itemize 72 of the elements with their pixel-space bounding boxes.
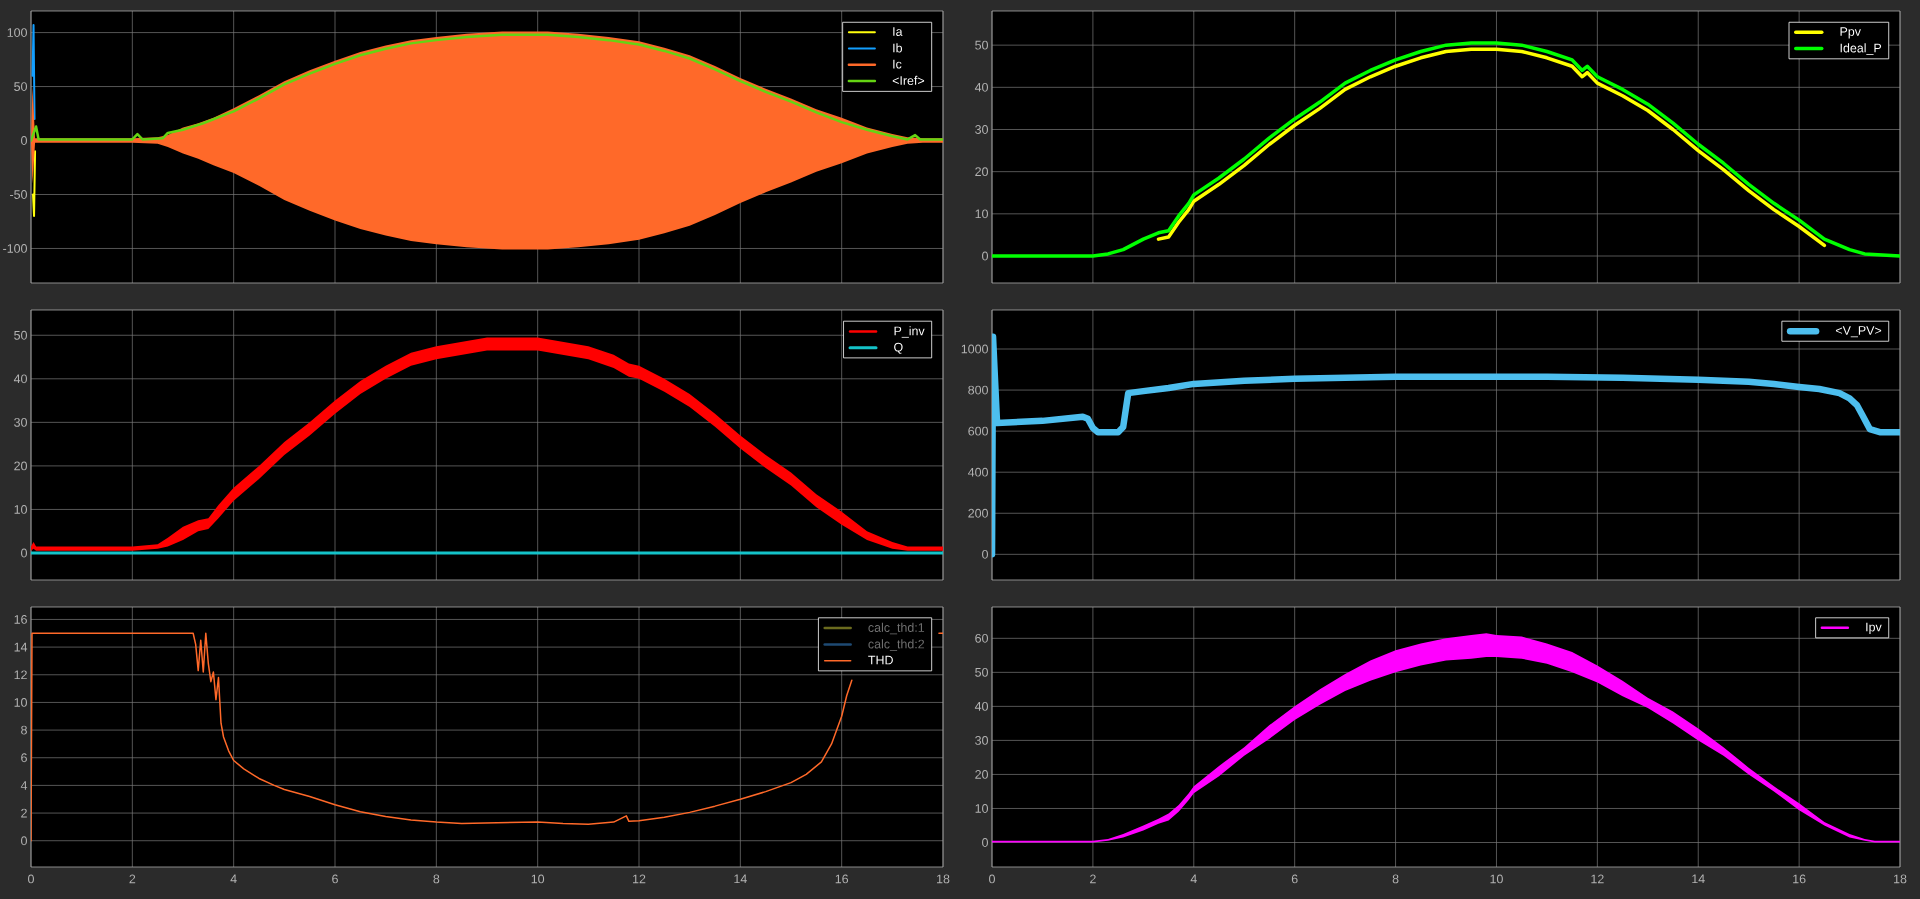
x-tick-label: 16 [1793,874,1806,884]
legend-label: <V_PV> [1835,326,1882,338]
y-tick-label: 0 [21,136,27,145]
x-tick-label: 14 [1692,874,1705,884]
y-tick-label: 8 [21,725,27,735]
legend-label: P_inv [894,326,925,338]
y-tick-label: 16 [14,615,27,624]
y-tick-label: 40 [974,82,988,92]
x-tick-label: 8 [1392,874,1399,884]
x-tick-label: 16 [835,874,849,884]
x-tick-label: 18 [1894,874,1907,884]
y-tick-label: 600 [968,426,988,436]
x-tick-label: 4 [230,874,237,884]
y-tick-label: 0 [21,548,27,558]
y-tick-label: 4 [20,781,28,790]
y-tick-label: 50 [975,667,988,677]
y-tick-label: 30 [975,125,988,134]
x-tick-label: 2 [129,874,136,884]
y-tick-label: 0 [21,836,27,846]
x-tick-label: 14 [734,874,747,884]
y-tick-label: 12 [14,670,27,680]
y-tick-label: 0 [982,549,988,559]
y-tick-label: 50 [14,82,27,91]
y-tick-label: 10 [14,505,27,514]
y-tick-label: 200 [968,508,988,518]
y-tick-label: 100 [7,28,27,37]
y-tick-label: 20 [975,770,988,779]
y-tick-label: 40 [13,374,27,384]
y-tick-label: 10 [14,698,27,707]
legend-label: calc_thd:2 [868,639,925,651]
y-tick-label: 0 [982,251,988,261]
y-tick-label: 50 [14,330,27,340]
legend-label: Ic [893,59,902,69]
x-tick-label: 12 [1591,874,1604,884]
y-tick-label: 6 [21,753,27,763]
y-tick-label: 30 [14,417,27,427]
y-tick-label: 10 [975,804,988,813]
legend-label: Ib [893,43,903,53]
y-tick-label: 400 [968,467,988,477]
y-tick-label: 20 [14,461,27,471]
y-tick-label: 14 [14,642,28,652]
y-tick-label: 800 [968,385,988,395]
legend-label: Q [894,342,903,354]
y-tick-label: -100 [3,244,27,253]
y-tick-label: 60 [975,633,988,643]
y-tick-label: 20 [975,167,988,177]
legend-label: <Iref> [892,75,925,85]
y-tick-label: 50 [975,40,988,50]
legend-label: calc_thd:1 [868,622,925,635]
y-tick-label: 1000 [961,344,988,354]
x-tick-label: 6 [332,874,338,884]
x-tick-label: 2 [1090,874,1096,884]
x-tick-label: 18 [937,874,950,884]
x-tick-label: 8 [433,874,440,884]
y-tick-label: 2 [21,808,27,818]
x-tick-label: 10 [531,874,545,884]
y-tick-label: 30 [975,736,988,745]
y-tick-label: -50 [10,190,27,199]
legend-label: Ppv [1840,27,1861,39]
legend-label: Ipv [1866,622,1882,634]
legend-label: Ia [893,27,903,36]
x-tick-label: 4 [1190,874,1197,884]
x-tick-label: 10 [1490,874,1503,884]
y-tick-label: 0 [982,838,988,847]
x-tick-label: 6 [1291,874,1298,884]
y-tick-label: 10 [975,209,988,219]
x-tick-label: 12 [633,874,646,884]
x-tick-label: 0 [989,874,995,884]
legend-label: THD [868,655,893,665]
legend-label: Ideal_P [1840,43,1882,55]
y-tick-label: 40 [974,701,988,711]
line-series [1156,47,1827,248]
